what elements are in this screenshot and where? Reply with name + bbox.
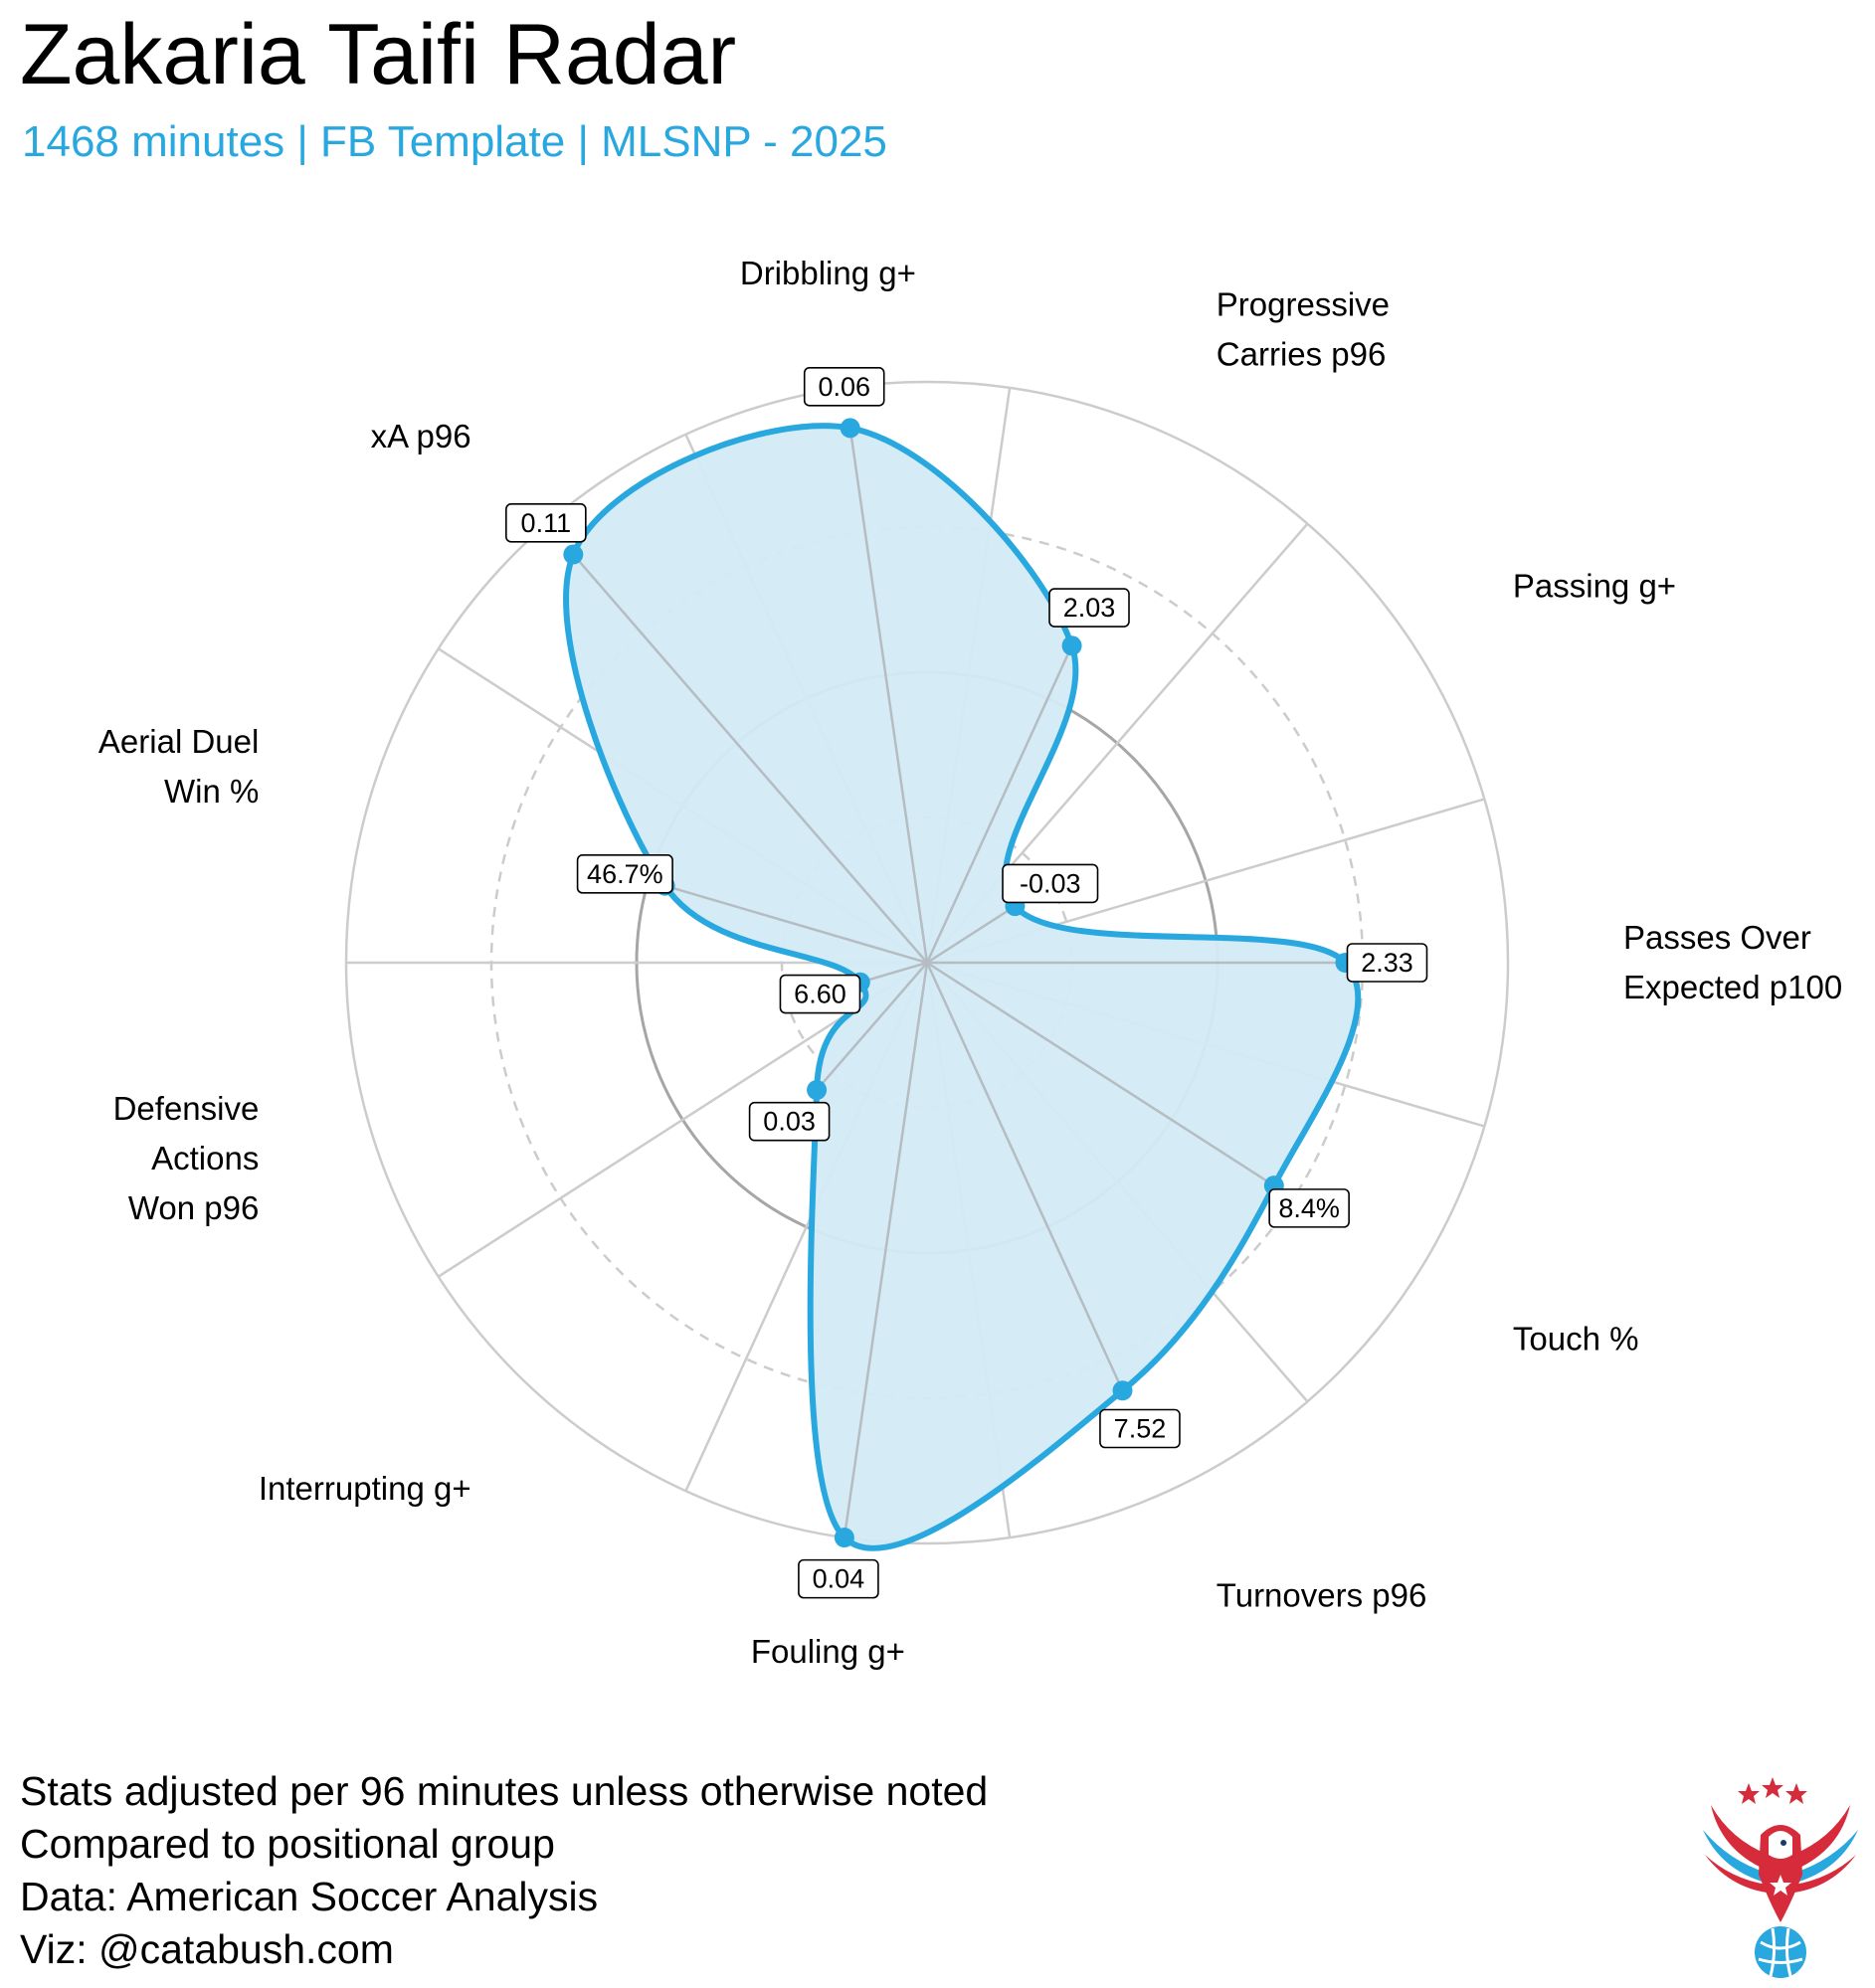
data-point — [840, 418, 860, 439]
axis-label: Defensive Actions Won p96 — [113, 1090, 260, 1226]
axis-label: Passes Over Expected p100 — [1623, 919, 1842, 1005]
radar-ray — [925, 962, 1124, 1391]
logo-stars — [1738, 1777, 1807, 1804]
radar-ray — [925, 644, 1073, 964]
value-label-text: 0.11 — [521, 508, 572, 538]
logo-soccer-ball — [1755, 1926, 1806, 1978]
data-point — [1112, 1380, 1133, 1401]
radar-ray — [843, 962, 929, 1538]
value-label-text: 46.7% — [587, 859, 663, 889]
radar-ray — [816, 962, 928, 1091]
value-label: 0.06 — [803, 367, 885, 407]
logo-wings — [1703, 1805, 1858, 1893]
value-label: 0.04 — [798, 1558, 879, 1599]
axis-label: Aerial Duel Win % — [98, 723, 259, 810]
radar-ray — [926, 961, 1275, 1187]
value-label: 0.03 — [748, 1101, 831, 1142]
footer-line: Stats adjusted per 96 minutes unless oth… — [20, 1768, 989, 1814]
value-label-text: 7.52 — [1114, 1413, 1167, 1443]
value-label-text: -0.03 — [1020, 868, 1081, 898]
axis-label: Touch % — [1513, 1320, 1639, 1356]
radar-area — [563, 423, 1362, 1551]
axis-label: Progressive Carries p96 — [1217, 285, 1390, 372]
logo-eagle-body — [1759, 1825, 1802, 1922]
radar-ray — [664, 884, 928, 965]
footer-line: Compared to positional group — [20, 1821, 555, 1867]
axis-label: Passing g+ — [1513, 568, 1676, 605]
radar-ray — [572, 553, 928, 964]
axis-label: Interrupting g+ — [259, 1470, 471, 1507]
axis-label: Fouling g+ — [751, 1633, 905, 1670]
axis-label: Dribbling g+ — [740, 255, 916, 291]
value-label-text: 8.4% — [1278, 1193, 1340, 1223]
footer-notes: Stats adjusted per 96 minutes unless oth… — [20, 1765, 988, 1976]
radar-shape — [563, 423, 1362, 1551]
data-point — [563, 544, 584, 565]
value-label: 46.7% — [576, 854, 673, 894]
value-label-text: 6.60 — [794, 980, 846, 1009]
value-label-text: 0.04 — [813, 1564, 865, 1594]
value-label-text: 2.03 — [1063, 593, 1116, 623]
value-label-text: 2.33 — [1361, 948, 1413, 978]
value-label: 0.11 — [505, 502, 587, 543]
radar-ray — [859, 961, 928, 984]
value-label: 6.60 — [779, 974, 861, 1014]
value-label: -0.03 — [1002, 863, 1099, 904]
value-label-text: 0.06 — [818, 372, 870, 402]
data-point — [807, 1079, 828, 1100]
value-label: 2.33 — [1346, 943, 1428, 983]
axis-label: xA p96 — [371, 418, 471, 454]
value-label: 8.4% — [1268, 1188, 1350, 1228]
radar-ray — [926, 905, 1017, 965]
eagle-soccer-ball-logo-icon — [1703, 1777, 1858, 1978]
radar-labels: 2.33 Passes Over Expected p100 -0.03 Passing… — [98, 255, 1842, 1670]
axis-label: Turnovers p96 — [1217, 1577, 1427, 1614]
page-title: Zakaria Taifi Radar — [20, 7, 737, 102]
value-label: 2.03 — [1048, 588, 1130, 628]
footer-line: Data: American Soccer Analysis — [20, 1874, 599, 1919]
data-point — [834, 1528, 854, 1548]
value-label-text: 0.03 — [763, 1107, 816, 1137]
page-subtitle: 1468 minutes | FB Template | MLSNP - 202… — [22, 117, 887, 166]
radar-ray — [848, 428, 929, 964]
data-point — [1061, 635, 1082, 656]
value-label: 7.52 — [1099, 1408, 1181, 1449]
footer-line: Viz: @catabush.com — [20, 1926, 394, 1972]
